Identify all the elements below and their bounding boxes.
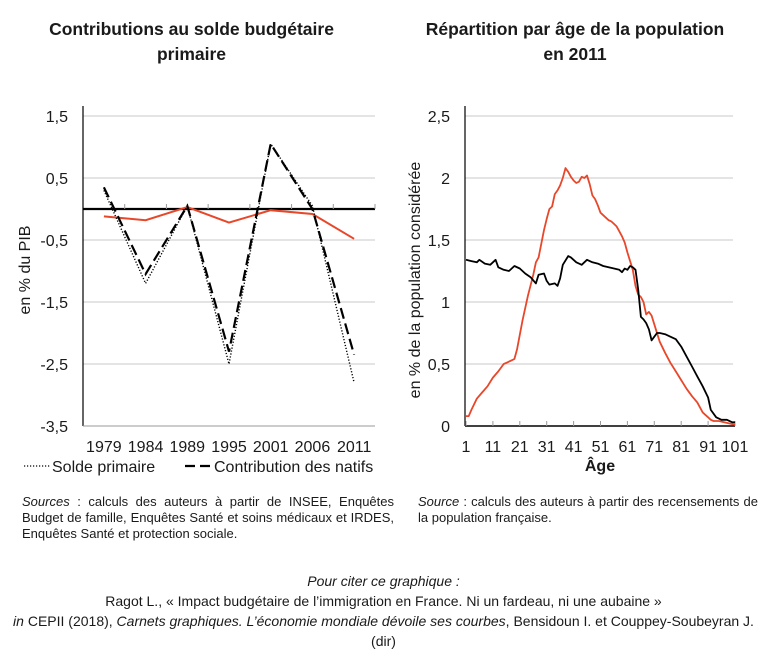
left-series [102, 141, 356, 383]
right-chart-title: Répartition par âge de la population en … [383, 17, 767, 67]
right-source-text: : calculs des auteurs à partir des recen… [418, 494, 758, 525]
citation-line1: Ragot L., « Impact budgétaire de l’immig… [105, 593, 662, 609]
left-x-tick-label: 2011 [337, 439, 372, 456]
right-source-note: Source : calculs des auteurs à partir de… [418, 494, 758, 526]
right-x-tick-label: 11 [485, 439, 502, 456]
left-y-axis-title: en % du PIB [17, 226, 34, 315]
citation-publisher: CEPII (2018), [23, 613, 117, 629]
right-chart-title-line2: en 2011 [543, 44, 607, 64]
left-y-tick-label: 0,5 [46, 171, 68, 188]
left-x-tick-label: 1995 [211, 439, 247, 456]
left-y-tick-label: -1,5 [40, 295, 68, 312]
right-y-axis-title: en % de la population considérée [407, 162, 424, 399]
citation-editors: , Bensidoun I. et Couppey-Soubeyran J. (… [371, 613, 754, 649]
left-series-solde-primaire [103, 142, 355, 383]
left-source-note: Sources : calculs des auteurs à partir d… [22, 494, 394, 542]
citation-in: in [13, 613, 24, 629]
left-chart: 1,5 0,5 -0,5 -1,5 -2,5 -3,5 1979 1984 1989 1995 2… [17, 106, 376, 476]
right-chart-title-line1: Répartition par âge de la population [425, 19, 725, 39]
left-x-tick-label: 1989 [169, 439, 205, 456]
legend-contribution-natifs: Contribution des natifs [214, 459, 373, 476]
right-x-tick-label: 71 [645, 439, 663, 456]
left-x-tick-label: 1984 [128, 439, 164, 456]
left-x-tick-label: 2006 [295, 439, 331, 456]
left-chart-title-line1: Contributions au solde budgétaire [49, 19, 334, 39]
right-x-tick-label: 61 [619, 439, 637, 456]
left-y-tick-labels: 1,5 0,5 -0,5 -1,5 -2,5 -3,5 [40, 109, 68, 436]
right-x-tick-label: 1 [462, 439, 471, 456]
left-source-text: : calculs des auteurs à partir de INSEE,… [22, 494, 394, 541]
right-series-immigrés [466, 167, 736, 426]
left-y-tick-label: -3,5 [40, 419, 68, 436]
citation-heading: Pour citer ce graphique : [307, 573, 460, 589]
right-y-tick-labels: 2,5 2 1,5 1 0,5 0 [428, 109, 450, 436]
right-series [465, 167, 736, 426]
citation-line2: in CEPII (2018), Carnets graphiques. L’é… [0, 611, 767, 651]
right-y-tick-label: 2,5 [428, 109, 450, 126]
left-legend: Solde primaire Contribution des natifs [24, 459, 373, 476]
left-gridlines [82, 106, 376, 427]
left-y-tick-label: -2,5 [40, 357, 68, 374]
left-series-contribution-des-immigrés [103, 206, 355, 240]
left-y-tick-label: -0,5 [40, 233, 68, 250]
right-y-tick-label: 1 [441, 295, 450, 312]
right-x-tick-label: 21 [511, 439, 529, 456]
legend-solde-primaire: Solde primaire [52, 459, 155, 476]
left-x-tick-label: 1979 [86, 439, 122, 456]
left-source-label: Sources [22, 494, 70, 509]
left-chart-title-line2: primaire [156, 44, 227, 64]
left-x-tick-label: 2001 [253, 439, 289, 456]
right-source-label: Source [418, 494, 460, 509]
right-y-tick-label: 0 [441, 419, 450, 436]
right-y-tick-label: 2 [441, 171, 450, 188]
right-gridlines [464, 106, 736, 427]
right-x-tick-label: 51 [592, 439, 610, 456]
right-y-tick-label: 1,5 [428, 233, 450, 250]
right-x-tick-labels: 1 11 21 31 41 51 61 71 81 91 101 [462, 439, 749, 456]
right-x-tick-label: 41 [565, 439, 583, 456]
right-x-tick-label: 91 [699, 439, 717, 456]
right-y-tick-label: 0,5 [428, 357, 450, 374]
citation-book-title: Carnets graphiques. L’économie mondiale … [116, 613, 506, 629]
right-x-tick-label: 31 [538, 439, 556, 456]
left-y-tick-label: 1,5 [46, 109, 68, 126]
right-series-natifs [465, 255, 735, 424]
right-x-axis-title: Âge [585, 456, 615, 475]
right-x-tick-label: 101 [722, 439, 749, 456]
right-chart: 2,521,510,50 1 11 21 31 41 51 61 71 81 91 101 en %… [407, 106, 748, 475]
right-x-tick-label: 81 [672, 439, 690, 456]
left-series-contribution-des-natifs [102, 141, 356, 356]
left-x-tick-labels: 1979 1984 1989 1995 2001 2006 2011 [86, 439, 371, 456]
left-chart-title: Contributions au solde budgétaire primai… [0, 17, 383, 67]
